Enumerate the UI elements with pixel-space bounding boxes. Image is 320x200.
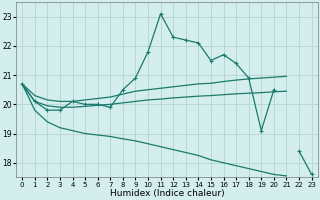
X-axis label: Humidex (Indice chaleur): Humidex (Indice chaleur) bbox=[109, 189, 224, 198]
